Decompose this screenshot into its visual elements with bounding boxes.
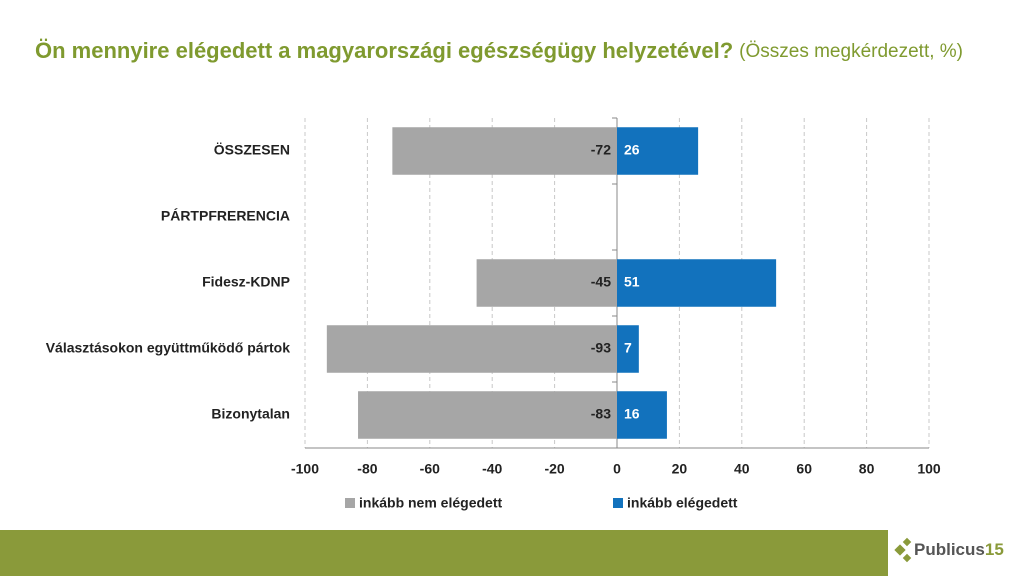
data-label: -83 <box>591 406 611 422</box>
bar <box>358 391 617 439</box>
logo-box <box>888 530 1024 576</box>
y-tick-label: ÖSSZESEN <box>214 142 290 158</box>
x-tick-label: -20 <box>544 461 564 477</box>
x-tick-label: 60 <box>796 461 812 477</box>
legend-label: inkább elégedett <box>627 495 738 511</box>
legend-label: inkább nem elégedett <box>359 495 502 511</box>
logo-name-text: Publicus <box>914 540 985 559</box>
logo-name: Publicus15 <box>914 540 1004 559</box>
y-tick-label: Bizonytalan <box>211 406 290 422</box>
x-tick-label: 80 <box>859 461 875 477</box>
x-tick-label: -80 <box>357 461 377 477</box>
x-tick-label: 20 <box>672 461 688 477</box>
x-tick-label: 0 <box>613 461 621 477</box>
data-label: -72 <box>591 142 611 158</box>
y-tick-label: Fidesz-KDNP <box>202 274 290 290</box>
y-tick-label: PÁRTPFRERENCIA <box>161 208 290 224</box>
legend-swatch <box>613 498 623 508</box>
data-label: 16 <box>624 406 640 422</box>
x-tick-label: -40 <box>482 461 502 477</box>
legend-swatch <box>345 498 355 508</box>
logo-icon <box>894 537 912 563</box>
subtitle-text: (Összes megkérdezett, %) <box>739 41 963 62</box>
bar <box>617 127 699 175</box>
bar <box>476 259 617 307</box>
data-label: 51 <box>624 274 640 290</box>
data-label: 26 <box>624 142 640 158</box>
bar <box>617 391 667 439</box>
bar <box>617 259 777 307</box>
x-tick-label: 100 <box>917 461 941 477</box>
data-label: -93 <box>591 340 611 356</box>
footer-band <box>0 530 1024 576</box>
logo-number: 15 <box>985 540 1004 559</box>
x-tick-label: 40 <box>734 461 750 477</box>
data-label: 7 <box>624 340 632 356</box>
bar <box>326 325 617 373</box>
bar <box>392 127 617 175</box>
bar <box>617 325 639 373</box>
x-tick-label: -60 <box>420 461 440 477</box>
y-tick-label: Választásokon együttműködő pártok <box>46 340 290 356</box>
x-tick-label: -100 <box>291 461 319 477</box>
data-label: -45 <box>591 274 611 290</box>
chart-title: Ön mennyire elégedett a magyarországi eg… <box>35 38 963 63</box>
title-text: Ön mennyire elégedett a magyarországi eg… <box>35 38 733 63</box>
